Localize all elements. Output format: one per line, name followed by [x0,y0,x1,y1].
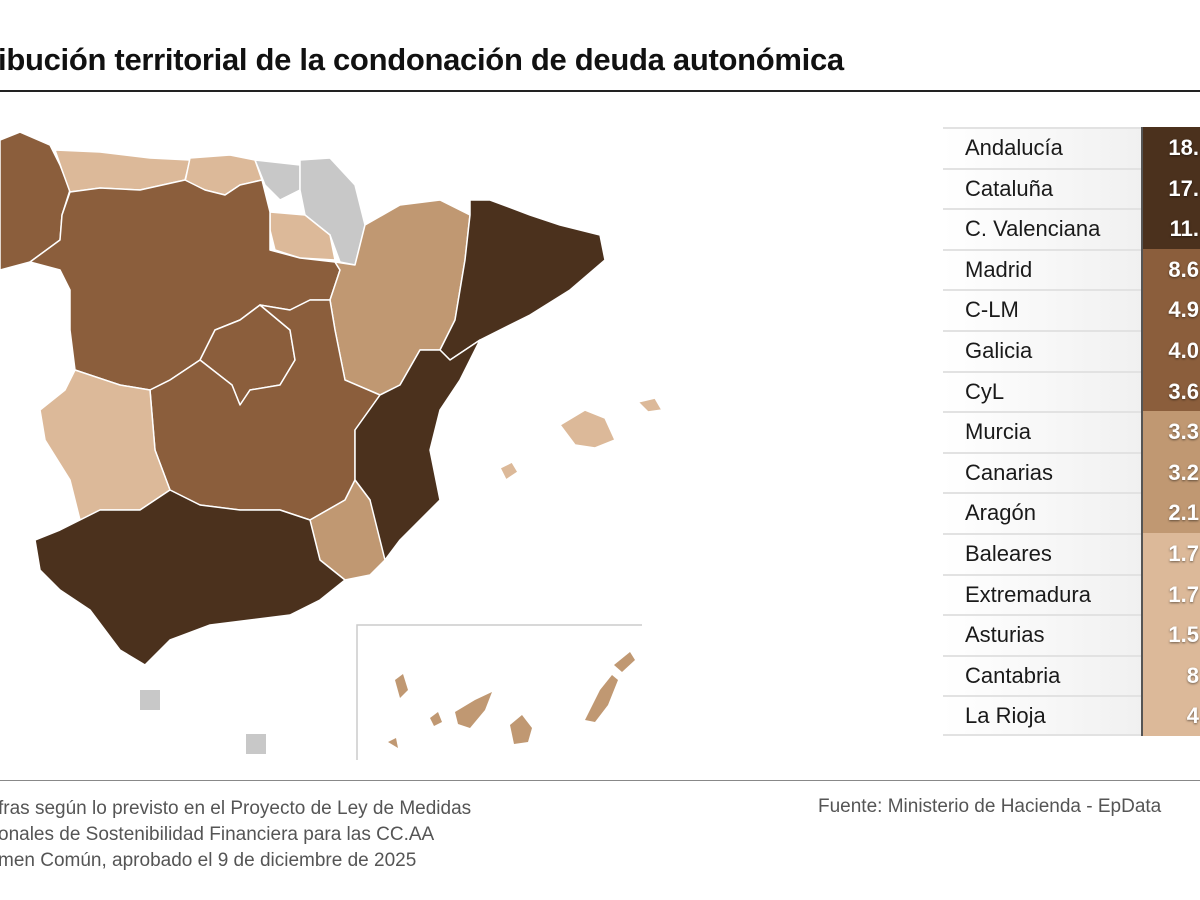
region-ceuta[interactable] [140,690,160,710]
region-name: Canarias [965,459,1054,485]
inset-border [356,624,642,760]
footnote-line: men Común, aprobado el 9 de diciembre de… [0,850,417,871]
value-text: 3.2 [1168,459,1199,485]
chart-title: ibución territorial de la condonación de… [0,42,844,77]
value-text: 4 [1186,703,1199,729]
region-baleares-mallorca[interactable] [559,409,616,449]
value-cell: 8 [1141,654,1200,696]
value-text: 2.1 [1168,500,1199,526]
value-text: 4.0 [1168,337,1199,363]
value-cell: 1.7 [1141,573,1200,615]
region-name: CyL [965,378,1005,404]
region-name: Extremadura [965,581,1091,607]
region-name: Aragón [965,500,1036,526]
value-text: 1.7 [1168,581,1199,607]
table-row: C. Valenciana 11. [943,208,1200,249]
table-row: Galicia 4.0 [943,329,1200,371]
region-melilla[interactable] [246,734,266,754]
footnote: fras según lo previsto en el Proyecto de… [0,796,471,874]
canarias-inset [356,624,642,760]
title-divider [0,90,1200,92]
value-cell: 1.5 [1141,614,1200,655]
value-cell: 3.6 [1141,370,1200,412]
table-row: Canarias 3.2 [943,451,1200,493]
value-cell: 4.9 [1141,289,1200,330]
region-name: C-LM [965,297,1019,323]
value-text: 17. [1168,175,1199,201]
region-name: Asturias [965,622,1045,648]
region-name: Madrid [965,256,1033,282]
value-cell: 11. [1141,208,1200,249]
table-row: Aragón 2.1 [943,492,1200,533]
region-name: La Rioja [965,703,1046,729]
table-row: Cantabria 8 [943,654,1200,696]
region-pais-vasco[interactable] [254,159,301,201]
region-name: Cataluña [965,175,1054,201]
value-text: 1.7 [1168,540,1199,566]
region-andalucia[interactable] [34,489,346,666]
table-row: La Rioja 4 [943,695,1200,736]
table-row: Cataluña 17. [943,167,1200,209]
table-row: Baleares 1.7 [943,532,1200,574]
source-credit: Fuente: Ministerio de Hacienda - EpData [818,796,1162,817]
value-text: 11. [1169,216,1199,242]
value-cell: 4 [1141,695,1200,736]
value-cell: 2.1 [1141,492,1200,533]
spain-choropleth-map [0,131,663,760]
region-la-rioja[interactable] [269,211,336,261]
value-text: 4.9 [1168,297,1199,323]
table-row: Andalucía 18. [943,127,1200,168]
value-text: 8.6 [1168,256,1199,282]
value-text: 18. [1168,135,1199,160]
footer-divider [0,780,1200,781]
value-text: 1.5 [1168,622,1199,648]
region-baleares-menorca[interactable] [637,397,663,413]
footnote-line: onales de Sostenibilidad Financiera para… [0,824,435,845]
region-name: Baleares [965,540,1052,566]
value-text: 3.3 [1168,419,1199,445]
region-canarias[interactable] [388,652,635,748]
table-row: Madrid 8.6 [943,248,1200,290]
value-text: 8 [1186,662,1199,688]
value-cell: 1.7 [1141,532,1200,574]
table-row: Extremadura 1.7 [943,573,1200,615]
table-row: C-LM 4.9 [943,289,1200,330]
region-name: Galicia [965,337,1033,363]
footnote-line: fras según lo previsto en el Proyecto de… [0,798,472,819]
value-cell: 3.2 [1141,451,1200,493]
region-name: Cantabria [965,662,1061,688]
table-row: Murcia 3.3 [943,411,1200,452]
region-name: Andalucía [965,135,1063,160]
region-name: C. Valenciana [965,216,1101,242]
value-cell: 4.0 [1141,329,1200,371]
value-cell: 8.6 [1141,248,1200,290]
region-extremadura[interactable] [39,369,171,521]
table-row: Asturias 1.5 [943,614,1200,655]
region-value-table: Andalucía 18. Cataluña 17. C. Valenciana 11… [943,127,1200,736]
value-cell: 3.3 [1141,411,1200,452]
value-cell: 17. [1141,167,1200,209]
table-row: CyL 3.6 [943,370,1200,412]
value-text: 3.6 [1168,378,1199,404]
region-name: Murcia [965,419,1032,445]
region-baleares-ibiza[interactable] [499,461,519,481]
value-cell: 18. [1141,127,1200,168]
region-cataluna[interactable] [439,199,606,361]
